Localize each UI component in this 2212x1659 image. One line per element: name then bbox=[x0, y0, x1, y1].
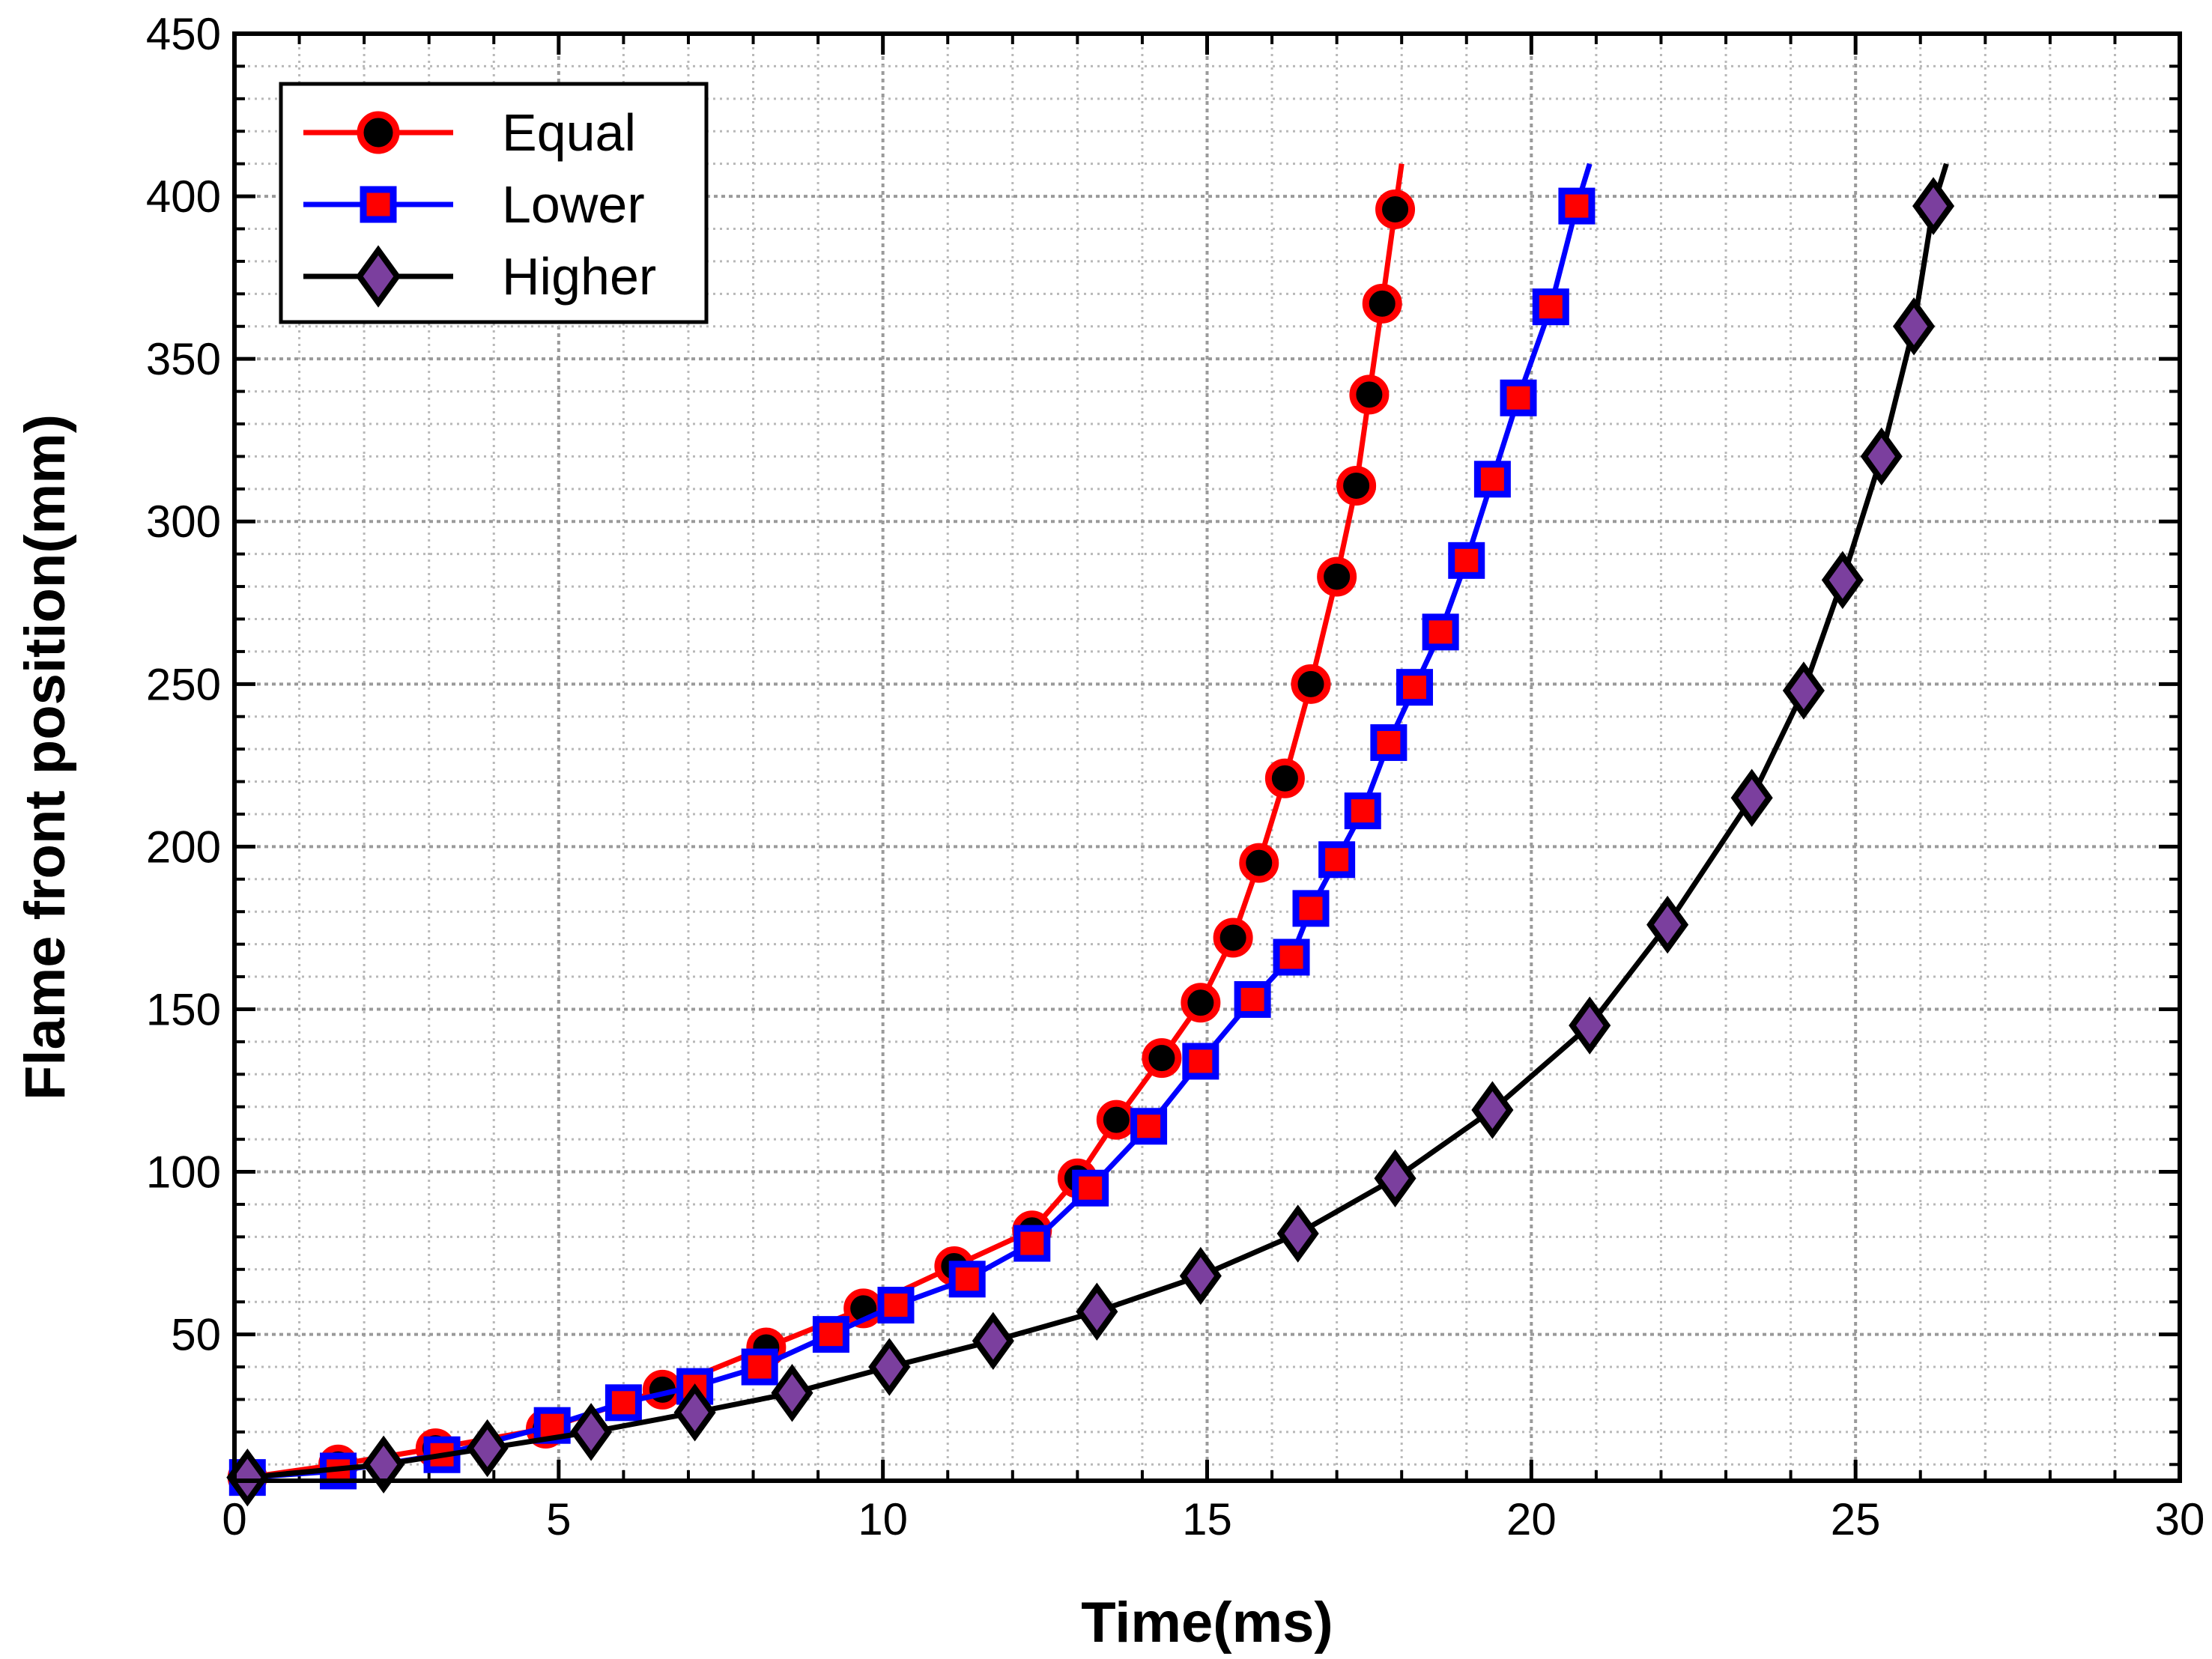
higher-marker bbox=[1076, 1282, 1118, 1341]
higher-marker bbox=[1860, 427, 1903, 486]
higher-marker bbox=[1569, 996, 1611, 1055]
series-lower bbox=[228, 163, 1596, 1496]
higher-marker bbox=[673, 1383, 716, 1442]
lower-marker bbox=[360, 186, 397, 223]
plot-border bbox=[232, 31, 2182, 1483]
equal-marker bbox=[1264, 758, 1305, 798]
higher-marker bbox=[1821, 551, 1864, 610]
lower-marker bbox=[1344, 792, 1381, 830]
equal-line bbox=[246, 163, 1405, 1481]
x-tick-label: 25 bbox=[1831, 1494, 1881, 1544]
higher-marker bbox=[868, 1338, 911, 1396]
lower-marker bbox=[1072, 1169, 1109, 1207]
y-tick-label: 50 bbox=[171, 1310, 221, 1360]
higher-marker bbox=[1893, 297, 1936, 356]
equal-marker bbox=[1096, 1100, 1136, 1140]
equal-marker bbox=[1375, 189, 1416, 229]
higher-marker bbox=[1179, 1246, 1222, 1305]
lower-marker bbox=[1473, 461, 1511, 498]
lower-marker bbox=[741, 1348, 778, 1386]
x-tick-label: 20 bbox=[1506, 1494, 1557, 1544]
x-tick-label: 30 bbox=[2155, 1494, 2205, 1544]
series-layer bbox=[226, 163, 1955, 1507]
higher-marker bbox=[1471, 1081, 1514, 1139]
equal-marker bbox=[1317, 556, 1357, 597]
y-tick-label: 200 bbox=[146, 822, 221, 872]
lower-marker bbox=[1396, 669, 1434, 706]
lower-marker bbox=[1532, 288, 1569, 326]
equal-marker bbox=[357, 111, 400, 154]
series-equal bbox=[227, 163, 1416, 1498]
y-tick-label: 350 bbox=[146, 334, 221, 384]
higher-marker bbox=[1782, 661, 1825, 720]
equal-marker bbox=[1291, 664, 1331, 704]
lower-marker bbox=[1558, 187, 1596, 225]
y-tick-label: 300 bbox=[146, 497, 221, 547]
higher-marker bbox=[1276, 1204, 1319, 1263]
y-tick-label: 100 bbox=[146, 1147, 221, 1198]
lower-marker bbox=[1182, 1043, 1219, 1080]
higher-marker bbox=[466, 1419, 509, 1478]
x-tick-label: 15 bbox=[1182, 1494, 1232, 1544]
higher-marker bbox=[1730, 768, 1773, 827]
lower-marker bbox=[1292, 890, 1330, 927]
lower-marker bbox=[1273, 938, 1310, 976]
y-tick-label: 150 bbox=[146, 984, 221, 1034]
lower-marker bbox=[1234, 980, 1271, 1018]
y-tick-label: 400 bbox=[146, 172, 221, 222]
higher-line bbox=[246, 163, 1949, 1481]
x-tick-label: 10 bbox=[858, 1494, 908, 1544]
higher-marker bbox=[570, 1403, 613, 1461]
lower-marker bbox=[1422, 613, 1459, 651]
lower-line bbox=[247, 163, 1593, 1481]
x-tick-label: 5 bbox=[546, 1494, 571, 1544]
equal-marker bbox=[1213, 918, 1253, 958]
plot-frame bbox=[232, 31, 2182, 1483]
legend: Equal Lower Higher bbox=[279, 82, 709, 324]
y-tick-label: 450 bbox=[146, 9, 221, 59]
series-higher bbox=[226, 163, 1955, 1507]
lower-marker bbox=[1370, 724, 1408, 761]
lower-marker bbox=[1318, 841, 1356, 879]
lower-marker bbox=[1013, 1225, 1051, 1262]
higher-marker bbox=[771, 1364, 813, 1422]
lower-marker bbox=[1130, 1108, 1168, 1145]
equal-marker bbox=[1349, 374, 1390, 415]
equal-marker bbox=[1181, 983, 1221, 1023]
higher-marker bbox=[355, 245, 402, 308]
lower-marker bbox=[1448, 542, 1485, 579]
lower-marker bbox=[1500, 379, 1537, 416]
equal-marker bbox=[1362, 283, 1402, 324]
lower-marker bbox=[604, 1384, 642, 1422]
legend-label-higher: Higher bbox=[502, 247, 656, 306]
equal-marker bbox=[1336, 465, 1377, 506]
higher-marker bbox=[363, 1435, 405, 1494]
x-tick-label: 0 bbox=[222, 1494, 246, 1544]
x-axis-title: Time(ms) bbox=[1081, 1591, 1333, 1655]
higher-marker bbox=[972, 1311, 1014, 1371]
equal-marker bbox=[1142, 1038, 1182, 1079]
y-axis-title: Flame front position(mm) bbox=[13, 414, 77, 1100]
lower-marker bbox=[948, 1261, 986, 1298]
lower-marker bbox=[877, 1287, 915, 1324]
higher-marker bbox=[1646, 895, 1689, 954]
legend-label-equal: Equal bbox=[502, 103, 636, 162]
higher-marker bbox=[1912, 177, 1955, 235]
legend-label-lower: Lower bbox=[502, 175, 645, 234]
y-tick-label: 250 bbox=[146, 659, 221, 709]
higher-marker bbox=[1374, 1149, 1416, 1207]
lower-marker bbox=[812, 1316, 849, 1353]
equal-marker bbox=[1239, 843, 1279, 883]
